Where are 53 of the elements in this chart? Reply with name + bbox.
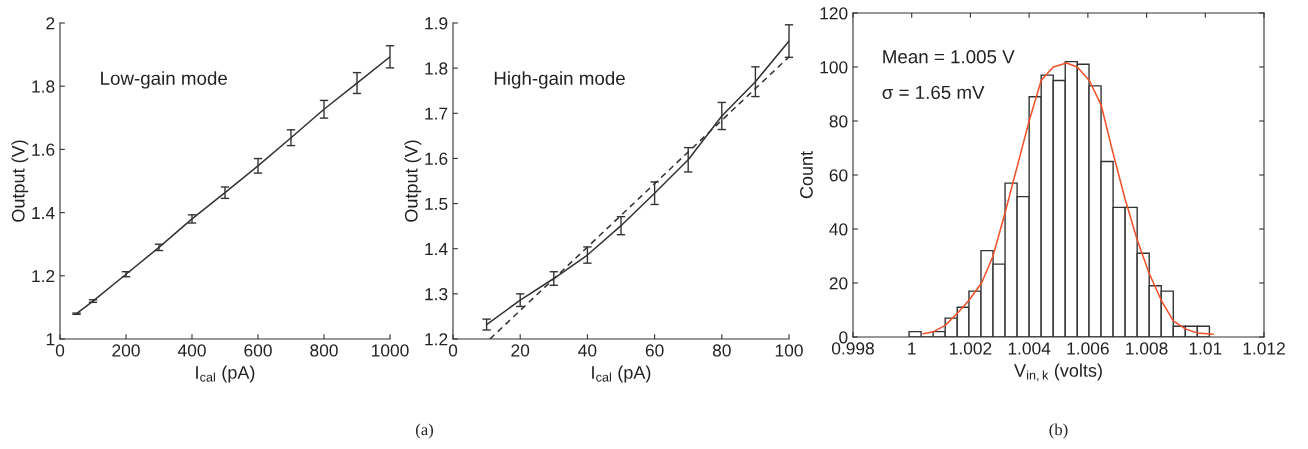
y-tick-label: 0 — [839, 331, 848, 344]
y-tick-label: 80 — [829, 115, 848, 128]
x-tick-label: 40 — [578, 344, 597, 357]
annotation: Low-gain mode — [101, 71, 227, 89]
x-tick-label: 1.006 — [1067, 342, 1109, 355]
x-axis-title: I$_{cal}$ (pA) — [196, 365, 255, 383]
y-tick-label: 1.7 — [425, 107, 448, 120]
text: (a) — [415, 423, 434, 439]
x-axis-title: V$_{in,k}$ (volts) — [1014, 363, 1102, 382]
y-tick-label: 60 — [829, 169, 848, 182]
y-tick-label: 1.6 — [425, 152, 448, 165]
x-tick-label: 1.004 — [1008, 342, 1051, 355]
y-tick-label: 40 — [829, 223, 848, 236]
x-tick-label: 0.998 — [831, 342, 874, 355]
y-tick-label: 1.3 — [425, 288, 448, 301]
x-tick-label: 100 — [775, 344, 803, 357]
y-tick-label: 20 — [829, 277, 848, 290]
y-tick-label: 1.2 — [425, 333, 448, 346]
annotation: Mean = 1.005 V — [883, 50, 1015, 64]
y-tick-label: 1 — [46, 333, 55, 346]
y-tick-label: 1.4 — [32, 206, 55, 219]
x-tick-label: 20 — [511, 344, 530, 357]
y-tick-label: 100 — [820, 61, 848, 74]
x-tick-label: 0 — [448, 344, 458, 357]
y-tick-label: 1.6 — [32, 143, 55, 156]
x-tick-label: 1.012 — [1243, 342, 1285, 355]
y-axis-title: Count — [800, 151, 813, 199]
y-axis-title: Output (V) — [404, 140, 422, 222]
annotation: σ = 1.65 mV — [882, 85, 985, 100]
annotation: High-gain mode — [494, 71, 625, 89]
y-tick-label: 1.8 — [425, 62, 448, 75]
x-tick-label: 800 — [310, 344, 338, 357]
x-tick-label: 1.008 — [1126, 342, 1168, 355]
y-tick-label: 1.4 — [425, 243, 448, 255]
x-tick-label: 0 — [55, 344, 65, 357]
x-axis-title: I$_{cal}$ (pA) — [592, 365, 651, 383]
y-tick-label: 1.9 — [425, 17, 448, 30]
y-tick-label: 1.8 — [32, 80, 55, 93]
y-tick-label: 1.5 — [425, 197, 448, 211]
text: (b) — [1049, 423, 1068, 439]
x-tick-label: 80 — [712, 344, 731, 357]
y-axis-title: Output (V) — [11, 140, 29, 222]
x-tick-label: 200 — [112, 344, 140, 357]
y-tick-label: 1.2 — [32, 269, 55, 283]
x-tick-label: 1.002 — [950, 342, 992, 355]
y-tick-label: 2 — [46, 17, 55, 30]
x-tick-label: 400 — [177, 344, 206, 357]
x-tick-label: 1000 — [372, 344, 409, 357]
x-tick-label: 1 — [908, 342, 916, 355]
x-tick-label: 600 — [244, 344, 272, 357]
x-tick-label: 60 — [645, 344, 664, 357]
x-tick-label: 1.01 — [1189, 342, 1222, 355]
y-tick-label: 120 — [820, 7, 848, 20]
